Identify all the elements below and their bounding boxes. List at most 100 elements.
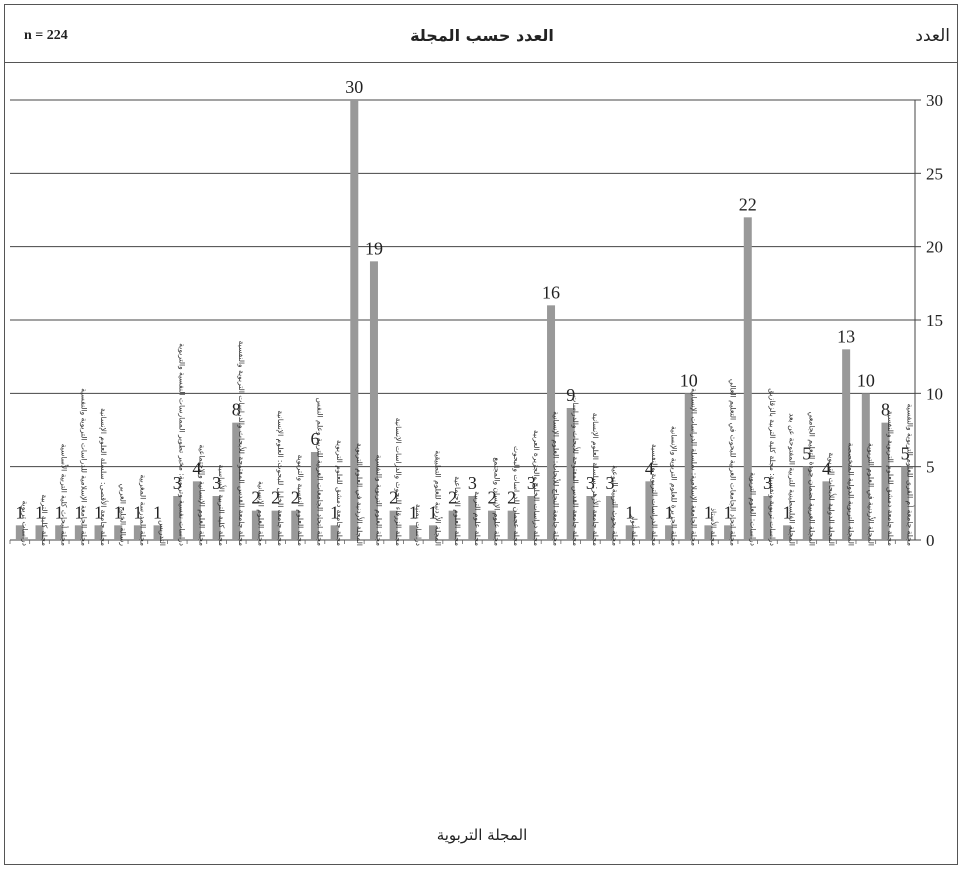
category-label: مجلة جامعة أم القرى للعلوم التربوية والن… xyxy=(906,404,916,546)
chart-frame xyxy=(4,4,958,865)
data-label: 1 xyxy=(665,502,674,522)
category-label: مجلة جامعة القدس المفتوحة للأبحاث والدرا… xyxy=(237,341,247,546)
header-divider xyxy=(4,62,958,63)
data-label: 3 xyxy=(468,473,477,493)
category-label: مجلة عجمان للدراسات والبحوث xyxy=(512,446,521,546)
data-label: 13 xyxy=(837,326,855,346)
data-label: 1 xyxy=(428,502,437,522)
y-tick-label: 0 xyxy=(926,531,935,550)
category-label: مجلة أنوار xyxy=(630,514,640,547)
category-label: دراسات تربوية xyxy=(20,501,29,546)
x-axis-title: المجلة التربوية xyxy=(436,826,528,844)
bar xyxy=(566,408,575,540)
data-label: 2 xyxy=(271,488,280,508)
data-label: 3 xyxy=(763,473,772,493)
bar xyxy=(743,217,752,541)
category-label: دراسات: العلوم التربوية xyxy=(748,472,757,546)
data-label: 1 xyxy=(409,502,418,522)
data-label: 2 xyxy=(389,488,398,508)
category-label: مجلة جامعة دمشق للعلوم التربوية والنفسية xyxy=(886,411,895,546)
data-label: 1 xyxy=(35,502,44,522)
category-label: مجلة علوم الإنسان والمجتمع xyxy=(493,457,502,546)
data-label: 1 xyxy=(330,502,339,522)
category-label: مجلة جامعة دمشق للعلوم التربوية xyxy=(335,440,344,546)
bar xyxy=(310,452,319,540)
category-label: مجلة جامعة الأزهر: سلسلة العلوم الإنساني… xyxy=(591,413,601,546)
bar xyxy=(881,422,890,540)
category-label: مجلة المدرسة المغربية xyxy=(138,474,147,546)
category-label: مجلة الجامعة الإسلامية للدراسات التربوية… xyxy=(79,388,88,546)
y-tick-label: 15 xyxy=(926,311,943,330)
category-label: مجلة جامعة الخليل للبحوث: العلوم الإنسان… xyxy=(276,410,285,546)
bar xyxy=(724,525,733,540)
category-label: مجلة الأستاذ xyxy=(709,508,719,546)
data-label: 16 xyxy=(542,282,560,302)
data-label: 2 xyxy=(251,488,260,508)
data-label: 1 xyxy=(55,502,64,522)
bar xyxy=(409,525,418,540)
category-label: التدريس xyxy=(158,520,167,546)
sample-size-label: n = 224 xyxy=(24,28,68,43)
category-label: المجلة الدولية للأبحاث التربوية xyxy=(827,452,837,546)
bar xyxy=(606,496,615,540)
bar xyxy=(369,261,378,540)
bar xyxy=(507,510,516,540)
category-label: دراسات يمنية xyxy=(414,504,423,546)
bar xyxy=(35,525,44,540)
category-label: مجلة علوم التربية xyxy=(473,491,482,546)
category-label: مجلة جامعة الأقصى: سلسلة العلوم الإنساني… xyxy=(99,408,109,546)
y-axis-title: العدد xyxy=(915,26,950,46)
bar xyxy=(665,525,674,540)
y-tick-label: 5 xyxy=(926,458,935,477)
data-label: 1 xyxy=(94,502,103,522)
data-label: 1 xyxy=(15,502,24,522)
data-label: 8 xyxy=(881,400,890,420)
data-label: 1 xyxy=(114,502,123,522)
data-label: 1 xyxy=(724,502,733,522)
data-label: 1 xyxy=(153,502,162,522)
data-label: 8 xyxy=(232,400,241,420)
category-label: مجلة العلوم الاجتماعية xyxy=(453,476,462,546)
category-label: المجلة العربية لضمان جودة التعليم الجامع… xyxy=(807,411,816,546)
category-label: المجلة الأردنية للعلوم التطبيقية xyxy=(433,450,443,546)
category-label: مجلة العلوم التربوية والنفسية xyxy=(374,455,383,546)
category-label: مجلة العلوم الإنسانية xyxy=(256,481,265,546)
bar xyxy=(586,496,595,540)
category-label: دراسات تربوية ونفسية: مجلة كلية التربية … xyxy=(768,388,777,546)
category-label: مجلة دراسات الخليج والجزيرة العربية xyxy=(532,430,541,546)
category-label: مجلة اتحاد الجامعات العربية للبحوث في ال… xyxy=(729,379,738,546)
data-label: 19 xyxy=(365,238,383,258)
chart-title: العدد حسب المجلة xyxy=(410,26,554,45)
data-label: 3 xyxy=(212,473,221,493)
data-label: 5 xyxy=(901,444,910,464)
data-label: 2 xyxy=(507,488,516,508)
bar xyxy=(802,466,811,540)
bar xyxy=(389,510,398,540)
data-label: 1 xyxy=(133,502,142,522)
data-label: 1 xyxy=(74,502,83,522)
bar xyxy=(861,393,870,540)
category-label: المجلة الفلسطينية للتربية المفتوحة عن بع… xyxy=(788,413,797,546)
bar xyxy=(74,525,83,540)
category-label: المجلة الأردنية في العلوم التربوية xyxy=(866,443,876,546)
data-label: 22 xyxy=(739,194,757,214)
bar xyxy=(547,305,556,540)
bar xyxy=(842,349,851,540)
category-label: مجلة كلية التربية xyxy=(40,494,49,546)
bar xyxy=(94,525,103,540)
bar xyxy=(822,481,831,540)
category-label: مجلة بحوث التربية النوعية xyxy=(611,465,620,546)
data-label: 3 xyxy=(527,473,536,493)
y-tick-label: 10 xyxy=(926,384,943,403)
category-label: المجلة التربوية الدولية المتخصصة xyxy=(847,443,856,546)
category-label: المجلة الأردنية في العلوم التربوية xyxy=(355,443,365,546)
bar xyxy=(153,525,162,540)
bar xyxy=(251,510,260,540)
bar xyxy=(212,496,221,540)
data-label: 5 xyxy=(802,444,811,464)
bar xyxy=(232,422,241,540)
data-label: 1 xyxy=(704,502,713,522)
data-label: 9 xyxy=(566,385,575,405)
category-label: دراسات نفسية وتربوية: مخبر تطوير الممارس… xyxy=(178,343,187,546)
category-label: مجلة العلوم الإنسانية والاجتماعية xyxy=(197,444,206,546)
